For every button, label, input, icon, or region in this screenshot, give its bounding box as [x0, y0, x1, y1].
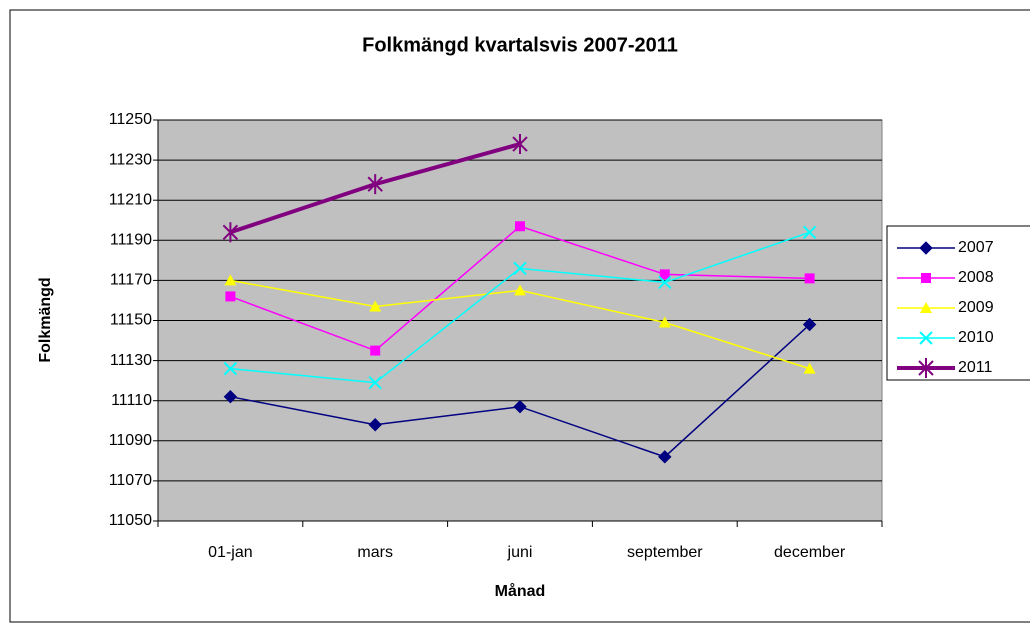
marker [919, 241, 933, 255]
marker [658, 275, 672, 290]
marker [919, 331, 933, 345]
y-tick-label: 11090 [109, 432, 152, 449]
marker [367, 174, 383, 195]
marker [225, 291, 236, 302]
marker [803, 362, 816, 374]
legend-label: 2008 [958, 269, 994, 286]
y-tick-label: 11190 [110, 232, 152, 249]
y-tick-label: 11070 [109, 472, 152, 489]
y-tick-label: 11250 [109, 111, 152, 128]
x-axis-label: Månad [495, 582, 546, 600]
marker [658, 316, 671, 328]
y-tick-label: 11050 [109, 512, 152, 529]
chart-title: Folkmängd kvartalsvis 2007-2011 [362, 34, 678, 56]
marker [222, 222, 239, 243]
y-tick-label: 11230 [109, 151, 152, 168]
marker [368, 418, 382, 432]
marker [921, 273, 931, 283]
marker [513, 400, 527, 414]
y-axis-label: Folkmängd [37, 277, 54, 362]
x-tick-label: september [627, 544, 703, 561]
marker [369, 300, 382, 312]
marker [514, 284, 526, 296]
legend [886, 225, 1030, 381]
legend-label: 2010 [958, 329, 994, 346]
marker [920, 302, 932, 313]
y-tick-label: 11170 [110, 272, 152, 289]
y-tick-label: 11110 [111, 392, 152, 409]
marker [659, 269, 670, 280]
marker [512, 134, 528, 155]
x-tick-label: juni [507, 544, 533, 561]
legend-label: 2007 [958, 239, 994, 256]
legend-label: 2011 [958, 359, 993, 376]
marker [223, 389, 238, 404]
marker [918, 358, 934, 378]
marker [802, 317, 817, 332]
y-tick-label: 11150 [110, 312, 152, 329]
legend-label: 2009 [958, 299, 994, 316]
x-tick-label: 01-jan [208, 544, 252, 561]
marker [224, 274, 237, 286]
x-tick-label: mars [357, 544, 393, 561]
marker [802, 225, 817, 239]
marker [223, 361, 238, 376]
y-tick-label: 11210 [109, 191, 152, 208]
y-tick-label: 11130 [110, 352, 152, 369]
marker [515, 221, 525, 232]
marker [513, 261, 527, 276]
marker [804, 273, 815, 284]
marker [368, 375, 382, 390]
marker [370, 345, 381, 356]
marker [658, 450, 672, 464]
x-tick-label: december [774, 544, 846, 561]
